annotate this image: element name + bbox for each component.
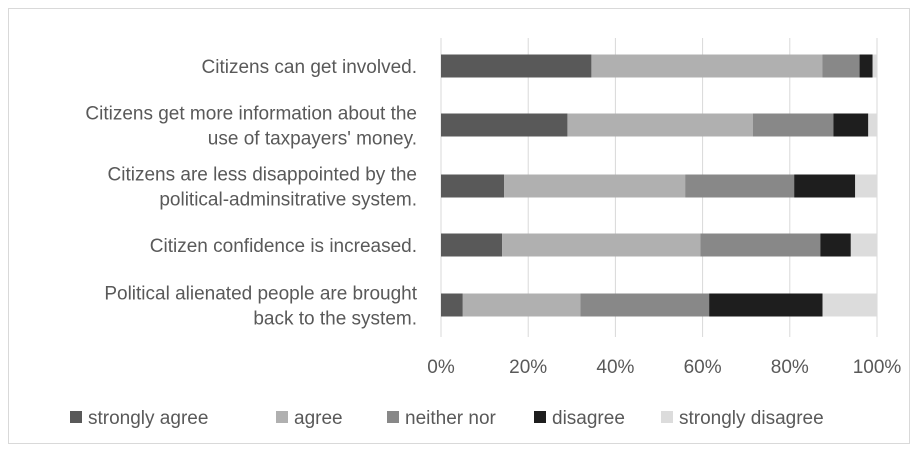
x-tick-label: 0% (427, 357, 455, 378)
bar-segment (462, 293, 581, 317)
bar-segment (872, 54, 877, 78)
bar-segment (441, 54, 592, 78)
bar-segment (822, 293, 877, 317)
bar-segment (794, 174, 856, 198)
bar-segment (855, 174, 877, 198)
x-tick-label: 100% (853, 357, 902, 378)
bar-segment (822, 54, 860, 78)
bar-segment (441, 233, 503, 257)
legend-swatch (276, 411, 288, 423)
bar-segment (700, 233, 821, 257)
legend-swatch (387, 411, 399, 423)
legend-label: neither nor (405, 408, 497, 429)
bar-segment (441, 113, 568, 137)
chart-area (8, 8, 910, 444)
bar-segment (709, 293, 823, 317)
bar-segment (833, 113, 869, 137)
bar-segment (502, 233, 701, 257)
category-label: Citizen confidence is increased. (150, 236, 417, 257)
bar-segment (820, 233, 851, 257)
legend-label: disagree (552, 408, 625, 429)
x-tick-label: 60% (684, 357, 722, 378)
bar-segment (591, 54, 823, 78)
category-label: Political alienated people are brought (104, 284, 417, 305)
bar-segment (752, 113, 834, 137)
bar-segment (504, 174, 686, 198)
category-label: Citizens can get involved. (202, 57, 417, 78)
bar-segment (441, 174, 505, 198)
bar-segment (580, 293, 710, 317)
legend-swatch (70, 411, 82, 423)
legend-label: agree (294, 408, 343, 429)
x-tick-label: 20% (509, 357, 547, 378)
legend-swatch (534, 411, 546, 423)
bar-segment (859, 54, 873, 78)
legend-label: strongly disagree (679, 408, 824, 429)
bar-segment (441, 293, 463, 317)
bar-segment (850, 233, 877, 257)
legend-label: strongly agree (88, 408, 208, 429)
category-label: use of taxpayers' money. (208, 129, 417, 150)
x-tick-label: 80% (771, 357, 809, 378)
bar-segment (868, 113, 877, 137)
category-label: Citizens get more information about the (85, 104, 417, 125)
x-tick-label: 40% (596, 357, 634, 378)
category-label: political-adminsitrative system. (159, 190, 417, 211)
category-label: Citizens are less disappointed by the (108, 165, 417, 186)
legend-swatch (661, 411, 673, 423)
bar-segment (685, 174, 795, 198)
bar-segment (567, 113, 753, 137)
category-label: back to the system. (253, 309, 417, 330)
